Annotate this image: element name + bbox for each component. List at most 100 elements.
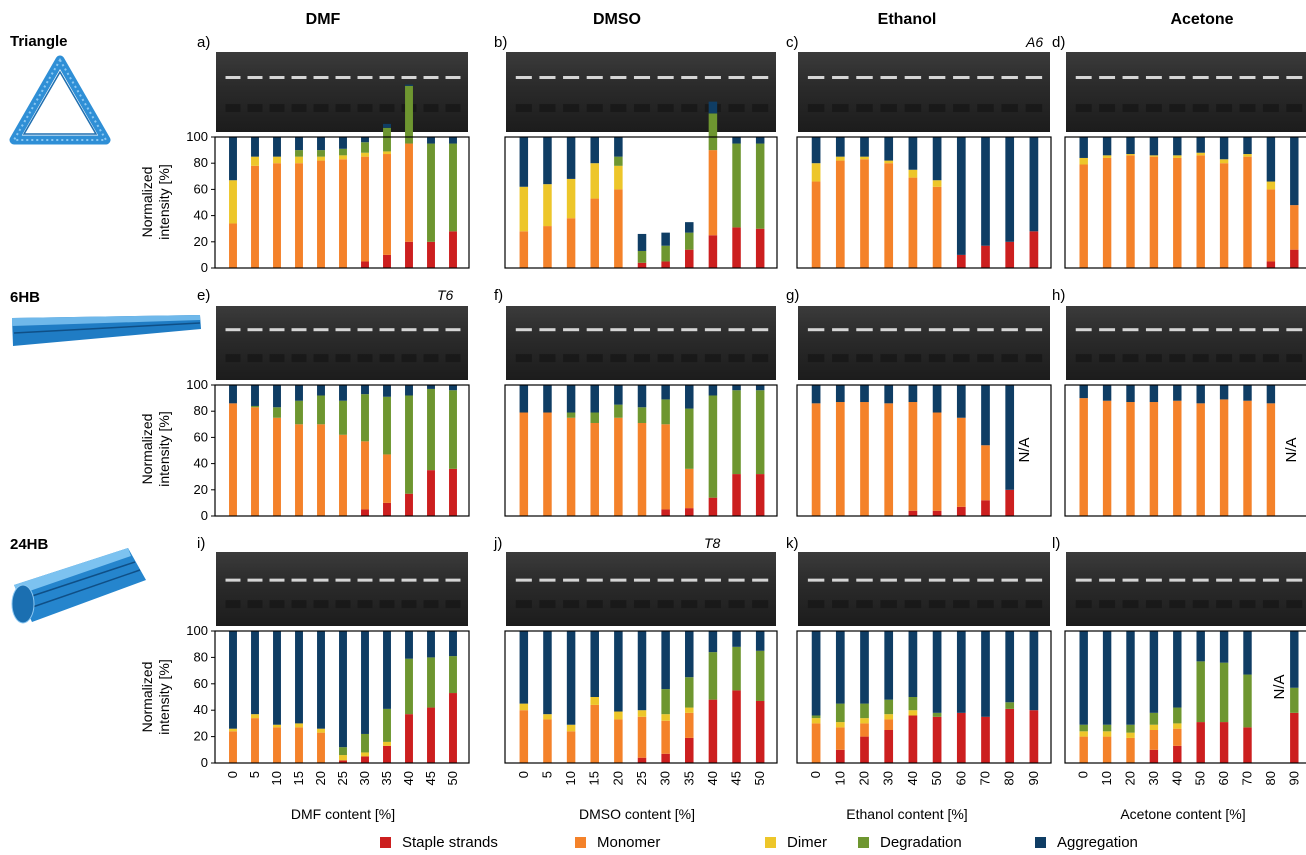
gel-band <box>379 578 395 582</box>
gel-band <box>515 76 532 79</box>
gel-well <box>807 600 825 609</box>
panel-label-l: l) <box>1052 535 1060 552</box>
gel-well <box>357 354 373 363</box>
gel-band <box>357 578 373 582</box>
plot-frame <box>214 384 470 517</box>
bar-degradation-e-45 <box>427 388 435 471</box>
gel-well <box>1099 600 1116 609</box>
gel-well <box>832 104 849 112</box>
gel-band <box>563 328 580 332</box>
gel-well <box>539 104 556 112</box>
bar-aggregation-h-20 <box>1126 385 1135 403</box>
y-tick-label: 0 <box>201 508 208 523</box>
bar-aggregation-e-0 <box>229 385 237 404</box>
y-axis-title-row1: Normalized intensity [%] <box>139 164 172 239</box>
bar-dimer-d-20 <box>1126 154 1135 156</box>
gel-band <box>928 578 946 582</box>
bar-dimer-a-20 <box>317 156 325 161</box>
bar-degradation-k-30 <box>884 699 894 715</box>
y-tick-label: 100 <box>186 623 208 638</box>
bar-aggregation-c-10 <box>835 137 845 157</box>
bar-dimer-c-40 <box>908 169 918 178</box>
bar-monomer-d-10 <box>1102 157 1112 268</box>
bar-monomer-l-0 <box>1079 736 1088 763</box>
bar-aggregation-l-30 <box>1149 631 1159 713</box>
gel-well <box>1169 354 1186 363</box>
y-tick-label: 40 <box>194 702 208 717</box>
bar-degradation-l-20 <box>1126 724 1135 733</box>
bar-aggregation-j-25 <box>637 631 647 711</box>
bar-aggregation-i-5 <box>251 631 259 715</box>
column-title-ethanol: Ethanol <box>878 11 937 28</box>
bar-aggregation-i-50 <box>449 631 457 657</box>
y-tick-label: 20 <box>194 729 208 744</box>
bar-degradation-a-35 <box>383 127 391 152</box>
bar-monomer-h-40 <box>1173 400 1182 516</box>
bar-aggregation-g-30 <box>884 385 894 404</box>
gel-band <box>313 76 329 79</box>
plot-frame <box>1064 384 1306 517</box>
bar-monomer-a-25 <box>339 159 347 268</box>
panel-label-b: b) <box>494 34 507 51</box>
bar-aggregation-k-0 <box>811 631 821 716</box>
x-tick-label: 40 <box>705 771 720 785</box>
gel-band <box>807 578 825 582</box>
gel-band <box>335 578 351 582</box>
bar-monomer-j-30 <box>661 720 670 754</box>
x-axis-title-ethanol: Ethanol content [%] <box>846 806 967 822</box>
chart-panel-a: 0 20 40 60 80 100 <box>186 84 470 275</box>
bar-dimer-l-10 <box>1102 731 1112 737</box>
bar-aggregation-c-30 <box>884 137 894 161</box>
gel-band <box>904 76 922 79</box>
gel-band <box>379 328 395 332</box>
gel-well <box>1286 600 1303 609</box>
bar-staple-strands-j-30 <box>661 753 670 763</box>
gel-band <box>1239 328 1256 332</box>
bar-staple-strands-c-90 <box>1029 231 1039 268</box>
x-tick-label: 40 <box>1169 771 1184 785</box>
bar-aggregation-a-25 <box>339 137 347 149</box>
bar-monomer-d-50 <box>1196 155 1205 268</box>
bar-degradation-f-25 <box>637 407 647 423</box>
bar-aggregation-f-30 <box>661 385 670 400</box>
bar-aggregation-g-10 <box>835 385 845 403</box>
gel-band <box>515 328 532 332</box>
legend-label: Aggregation <box>1057 834 1138 851</box>
gel-well <box>1239 104 1256 112</box>
x-tick-label: 10 <box>269 771 284 785</box>
bar-monomer-l-30 <box>1149 730 1159 750</box>
legend-swatch <box>380 837 391 848</box>
gel-well <box>977 354 994 363</box>
gel-band <box>539 328 556 332</box>
bar-aggregation-l-60 <box>1219 631 1229 663</box>
bar-staple-strands-k-60 <box>956 712 966 763</box>
bar-aggregation-e-45 <box>427 385 435 389</box>
bar-monomer-j-20 <box>614 719 623 763</box>
gel-well <box>904 104 922 112</box>
bar-dimer-c-30 <box>884 160 894 164</box>
bar-dimer-k-20 <box>860 718 869 724</box>
bar-dimer-d-50 <box>1196 152 1205 156</box>
gel-band <box>1192 328 1209 332</box>
bar-aggregation-l-50 <box>1196 631 1205 662</box>
gel-band <box>1099 328 1116 332</box>
bar-dimer-i-10 <box>273 724 281 728</box>
bar-monomer-i-0 <box>229 731 237 763</box>
bar-monomer-j-25 <box>637 716 647 758</box>
bar-dimer-j-10 <box>566 724 576 732</box>
bar-aggregation-c-40 <box>908 137 918 170</box>
bar-staple-strands-i-25 <box>339 760 347 763</box>
gel-well <box>633 600 651 609</box>
bar-staple-strands-k-80 <box>1005 708 1015 763</box>
gel-band <box>1122 76 1139 79</box>
bar-aggregation-d-70 <box>1243 137 1252 155</box>
gel-well <box>291 354 307 363</box>
bar-staple-strands-a-30 <box>361 261 369 268</box>
bar-monomer-k-20 <box>860 723 869 737</box>
gel-band <box>1075 328 1092 332</box>
bar-aggregation-a-35 <box>383 123 391 128</box>
gel-image-j <box>506 552 776 626</box>
gel-band <box>1216 76 1233 79</box>
gel-band <box>681 328 698 332</box>
